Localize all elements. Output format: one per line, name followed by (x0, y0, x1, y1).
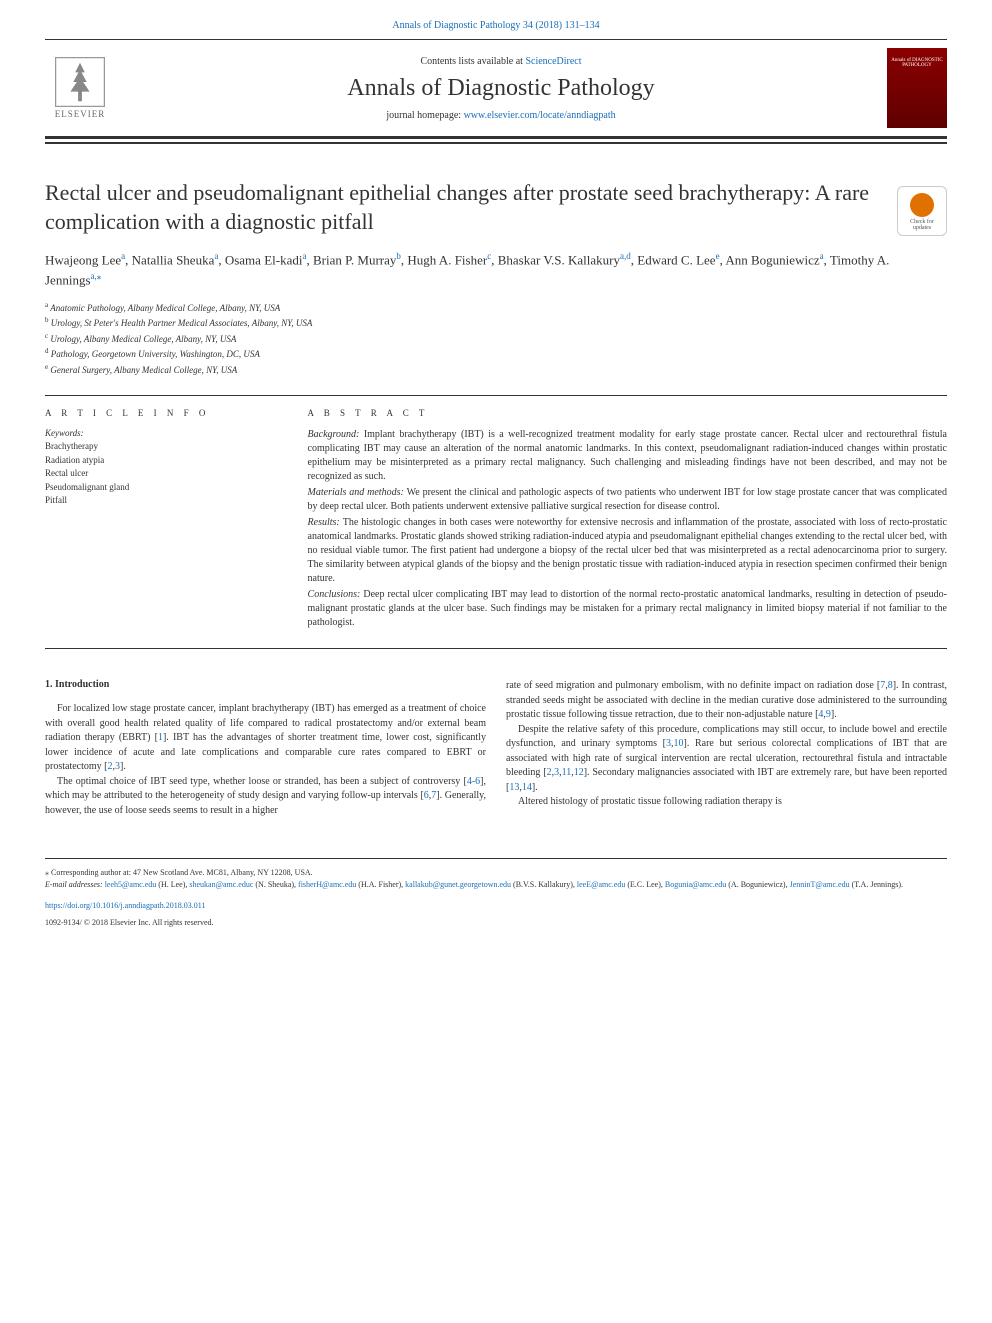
abstract-background: Background: Implant brachytherapy (IBT) … (308, 428, 947, 484)
author-3: , Osama El-kadi (218, 253, 302, 268)
cover-title: Annals of DIAGNOSTIC PATHOLOGY (887, 48, 947, 68)
affiliation-b: b Urology, St Peter's Health Partner Med… (45, 315, 947, 331)
affiliation-d: d Pathology, Georgetown University, Wash… (45, 346, 947, 362)
email-4[interactable]: kallakub@gunet.georgetown.edu (405, 880, 511, 889)
keyword-4: Pseudomalignant gland (45, 481, 278, 495)
author-6: , Bhaskar V.S. Kallakury (491, 253, 620, 268)
author-9-aff[interactable]: a,⁎ (91, 271, 102, 281)
ref-12[interactable]: 12 (574, 767, 584, 778)
check-updates-badge[interactable]: Check for updates (897, 186, 947, 236)
elsevier-tree-icon (55, 57, 105, 107)
ref-13[interactable]: 13 (509, 782, 519, 793)
keyword-3: Rectal ulcer (45, 467, 278, 481)
article-info: A R T I C L E I N F O Keywords: Brachyth… (45, 408, 298, 632)
author-2: , Natallia Sheuka (125, 253, 214, 268)
contents-text: Contents lists available at ScienceDirec… (115, 56, 887, 67)
email-5[interactable]: leeE@amc.edu (577, 880, 625, 889)
keywords-label: Keywords: (45, 428, 278, 438)
body-p3: rate of seed migration and pulmonary emb… (506, 679, 947, 723)
body-p5: Altered histology of prostatic tissue fo… (506, 795, 947, 810)
corresponding-author: ⁎ Corresponding author at: 47 New Scotla… (45, 867, 947, 879)
email-line: E-mail addresses: leeh5@amc.edu (H. Lee)… (45, 879, 947, 891)
body-text-right: rate of seed migration and pulmonary emb… (506, 679, 947, 810)
homepage-label: journal homepage: (386, 110, 463, 121)
author-7: , Edward C. Lee (631, 253, 716, 268)
email-1[interactable]: leeh5@amc.edu (105, 880, 157, 889)
keyword-5: Pitfall (45, 494, 278, 508)
journal-cover: Annals of DIAGNOSTIC PATHOLOGY (887, 48, 947, 128)
header-center: Contents lists available at ScienceDirec… (115, 56, 887, 121)
article-title: Rectal ulcer and pseudomalignant epithel… (45, 179, 947, 236)
info-abstract-row: A R T I C L E I N F O Keywords: Brachyth… (45, 408, 947, 649)
journal-homepage: journal homepage: www.elsevier.com/locat… (115, 110, 887, 121)
affiliation-c: c Urology, Albany Medical College, Alban… (45, 331, 947, 347)
keywords-list: Brachytherapy Radiation atypia Rectal ul… (45, 440, 278, 508)
abstract-conclusions: Conclusions: Deep rectal ulcer complicat… (308, 588, 947, 630)
divider (45, 395, 947, 396)
journal-header: ELSEVIER Contents lists available at Sci… (45, 39, 947, 139)
body-columns: 1. Introduction For localized low stage … (45, 679, 947, 818)
footer-divider (45, 858, 947, 859)
article-info-label: A R T I C L E I N F O (45, 408, 278, 418)
body-col-left: 1. Introduction For localized low stage … (45, 679, 486, 818)
body-text-left: For localized low stage prostate cancer,… (45, 702, 486, 818)
email-2[interactable]: sheukan@amc.educ (189, 880, 253, 889)
affiliations: a Anatomic Pathology, Albany Medical Col… (45, 300, 947, 378)
copyright: 1092-9134/ © 2018 Elsevier Inc. All righ… (45, 918, 947, 927)
journal-name: Annals of Diagnostic Pathology (115, 75, 887, 102)
abstract-label: A B S T R A C T (308, 408, 947, 418)
elsevier-logo: ELSEVIER (45, 48, 115, 128)
email-3[interactable]: fisherH@amc.edu (298, 880, 356, 889)
ref-4-6[interactable]: 4-6 (467, 776, 480, 787)
homepage-url-link[interactable]: www.elsevier.com/locate/anndiagpath (464, 110, 616, 121)
author-1: Hwajeong Lee (45, 253, 121, 268)
elsevier-text: ELSEVIER (55, 109, 106, 119)
contents-label: Contents lists available at (420, 56, 525, 67)
body-p1: For localized low stage prostate cancer,… (45, 702, 486, 775)
ref-11[interactable]: 11 (562, 767, 572, 778)
check-updates-icon (910, 193, 934, 217)
author-8: , Ann Boguniewicz (720, 253, 820, 268)
intro-heading: 1. Introduction (45, 679, 486, 690)
affiliation-a: a Anatomic Pathology, Albany Medical Col… (45, 300, 947, 316)
sciencedirect-link[interactable]: ScienceDirect (525, 56, 581, 67)
authors-line: Hwajeong Leea, Natallia Sheukaa, Osama E… (45, 250, 947, 290)
keyword-2: Radiation atypia (45, 454, 278, 468)
ref-10[interactable]: 10 (674, 738, 684, 749)
abstract-results: Results: The histologic changes in both … (308, 516, 947, 586)
abstract-methods: Materials and methods: We present the cl… (308, 486, 947, 514)
check-updates-label: Check for updates (910, 219, 934, 231)
email-label: E-mail addresses: (45, 880, 105, 889)
abstract-text: Background: Implant brachytherapy (IBT) … (308, 428, 947, 630)
body-col-right: rate of seed migration and pulmonary emb… (506, 679, 947, 818)
doi-link[interactable]: https://doi.org/10.1016/j.anndiagpath.20… (45, 901, 947, 910)
author-5: , Hugh A. Fisher (401, 253, 487, 268)
footer: ⁎ Corresponding author at: 47 New Scotla… (45, 867, 947, 891)
body-p2: The optimal choice of IBT seed type, whe… (45, 775, 486, 819)
email-7[interactable]: JenninT@amc.edu (790, 880, 850, 889)
ref-14[interactable]: 14 (522, 782, 532, 793)
journal-ref-link[interactable]: Annals of Diagnostic Pathology 34 (2018)… (45, 20, 947, 31)
keyword-1: Brachytherapy (45, 440, 278, 454)
body-p4: Despite the relative safety of this proc… (506, 723, 947, 796)
affiliation-e: e General Surgery, Albany Medical Colleg… (45, 362, 947, 378)
author-4: , Brian P. Murray (306, 253, 396, 268)
abstract-section: A B S T R A C T Background: Implant brac… (298, 408, 947, 632)
email-6[interactable]: Bogunia@amc.edu (665, 880, 726, 889)
author-6-aff[interactable]: a,d (620, 251, 631, 261)
